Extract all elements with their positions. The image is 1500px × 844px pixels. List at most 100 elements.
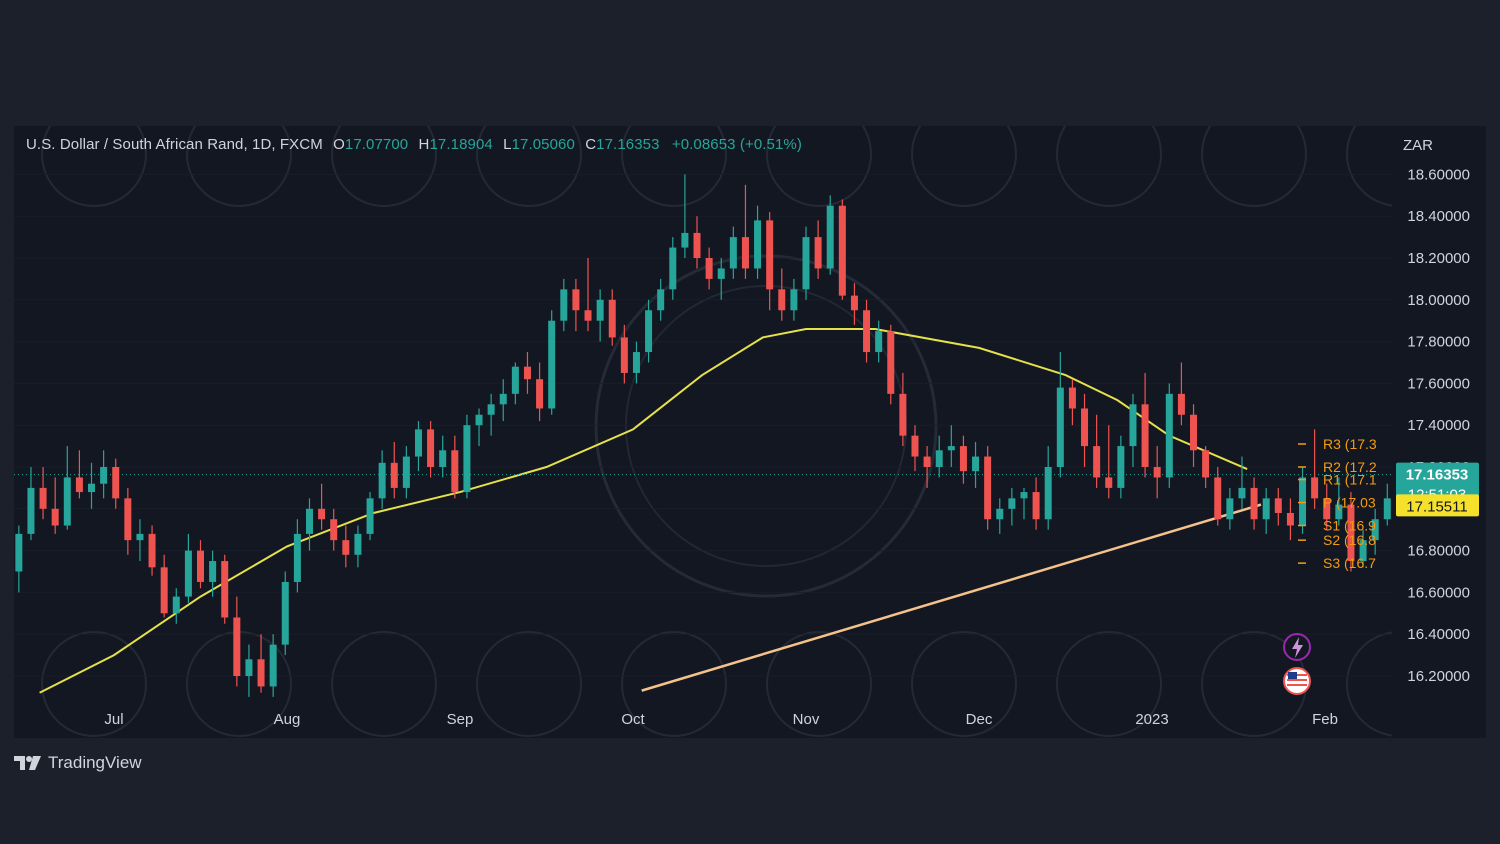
candle[interactable] [487,393,495,436]
candle[interactable] [1311,429,1319,509]
candle-body[interactable] [221,561,229,618]
candle-body[interactable] [100,467,108,484]
candle[interactable] [669,237,677,300]
candle[interactable] [427,421,435,478]
candle-body[interactable] [293,533,301,582]
candle-body[interactable] [1020,492,1028,499]
candle-body[interactable] [681,232,689,248]
candle-body[interactable] [1044,467,1052,520]
candle-body[interactable] [233,617,241,676]
candle[interactable] [148,525,156,576]
candle[interactable] [935,435,943,478]
candle-body[interactable] [281,581,289,645]
candle[interactable] [1165,383,1173,488]
candle[interactable] [778,268,786,321]
candle[interactable] [814,220,822,279]
candle-body[interactable] [887,331,895,394]
candle[interactable] [1274,487,1282,526]
candle[interactable] [899,372,907,447]
price-axis[interactable]: ZAR 18.60000 18.40000 18.20000 18.00000 17.80… [1392,126,1486,738]
candle[interactable] [996,498,1004,534]
candle[interactable] [1081,393,1089,467]
candle[interactable] [681,174,689,258]
candle[interactable] [790,278,798,321]
candle[interactable] [366,492,374,541]
candle[interactable] [875,320,883,363]
candle-body[interactable] [1117,446,1125,488]
candle-body[interactable] [1129,404,1137,447]
candle-body[interactable] [354,533,362,555]
candle[interactable] [1286,498,1294,541]
candle[interactable] [330,508,338,551]
candle[interactable] [172,588,180,624]
candles-layer[interactable] [14,174,1415,701]
candlestick-chart[interactable]: R3 (17.3 R2 (17.2R1 (17.1 P (17.03 S1 (16.9… [14,126,1486,738]
candle-body[interactable] [257,659,265,687]
candle-body[interactable] [778,289,786,311]
candle[interactable] [523,352,531,394]
candle-body[interactable] [330,519,338,541]
candle-body[interactable] [209,561,217,582]
candle[interactable] [100,450,108,499]
candle-body[interactable] [136,533,144,541]
candle-body[interactable] [560,289,568,321]
candle-body[interactable] [645,310,653,353]
candle-body[interactable] [729,237,737,269]
candle[interactable] [245,644,253,697]
candle-body[interactable] [693,232,701,258]
candle-body[interactable] [669,247,677,290]
candle-body[interactable] [1153,467,1161,478]
candle[interactable] [305,498,313,551]
candle-body[interactable] [1226,498,1234,520]
candle-body[interactable] [15,533,23,572]
candle[interactable] [1068,379,1076,426]
candle[interactable] [51,477,59,534]
candle[interactable] [88,462,96,509]
candle-body[interactable] [584,310,592,321]
candle[interactable] [1202,446,1210,488]
candle-body[interactable] [802,237,810,290]
candle-body[interactable] [996,508,1004,520]
candle-body[interactable] [1371,519,1379,541]
candle-body[interactable] [1238,487,1246,499]
tradingview-branding[interactable]: TradingView [14,752,142,774]
candle-body[interactable] [875,331,883,353]
candle[interactable] [233,596,241,687]
candle-body[interactable] [596,299,604,321]
candle[interactable] [1129,393,1137,467]
candle-body[interactable] [511,366,519,394]
candle[interactable] [1335,477,1343,526]
candle-body[interactable] [245,659,253,676]
candle[interactable] [1190,404,1198,467]
candle-body[interactable] [414,429,422,457]
lightning-icon[interactable] [1283,633,1311,661]
candle[interactable] [75,450,83,499]
candle[interactable] [1250,477,1258,530]
candle-body[interactable] [984,456,992,520]
candle[interactable] [596,289,604,342]
candle-body[interactable] [75,477,83,493]
candle[interactable] [197,540,204,589]
candle[interactable] [1141,372,1149,478]
candle[interactable] [27,467,35,541]
candle[interactable] [754,205,762,279]
candle[interactable] [1056,352,1064,478]
candle[interactable] [451,435,459,499]
candle[interactable] [802,226,810,300]
candle[interactable] [318,483,326,530]
candle-body[interactable] [1008,498,1016,509]
candle[interactable] [1153,446,1161,499]
candle[interactable] [717,258,725,300]
candle-body[interactable] [1093,446,1101,478]
candle-body[interactable] [184,550,192,597]
candle[interactable] [1008,487,1016,526]
candle-body[interactable] [1202,450,1210,478]
candle[interactable] [1383,483,1391,526]
candle[interactable] [572,278,580,332]
candle[interactable] [1020,487,1028,520]
candle-body[interactable] [1323,498,1331,520]
candle-body[interactable] [148,533,156,568]
candle[interactable] [923,446,931,488]
candle[interactable] [947,425,955,467]
candle-body[interactable] [1286,512,1294,526]
